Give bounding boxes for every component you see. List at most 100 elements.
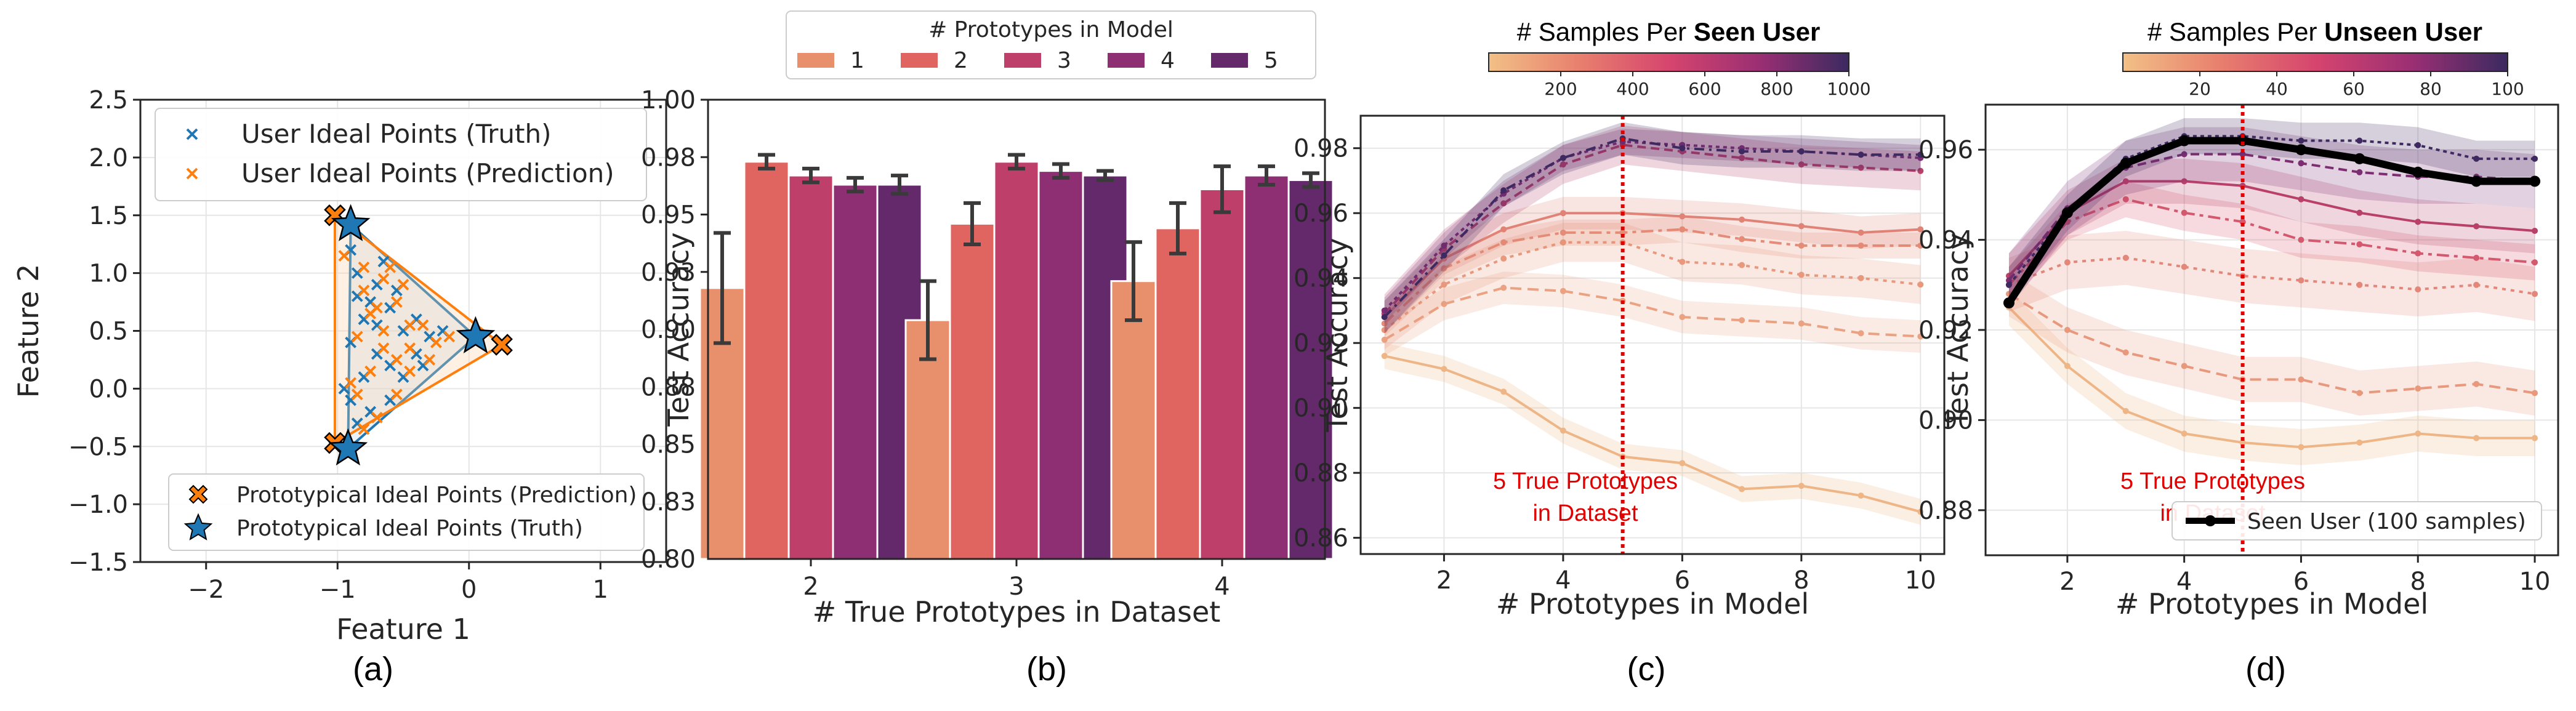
bar [1110,280,1157,560]
data-point [2237,135,2248,147]
caption-b: (b) [1026,651,1067,688]
y-tick-label: 0.95 [641,201,696,230]
user-point-prediction [384,261,396,273]
confidence-band [1384,122,1921,334]
data-point [2298,160,2304,167]
data-point [2122,178,2129,185]
data-point [2298,137,2304,144]
bar [787,174,834,560]
data-point [1441,265,1447,271]
data-point [2356,281,2363,288]
y-axis-label: Feature 2 [12,264,45,398]
x-tick-label: −1 [320,576,356,604]
y-axis-label: Test Accuracy [1941,233,1974,427]
legend-prediction-marker [186,167,198,180]
legend-prediction-label: User Ideal Points (Prediction) [241,158,614,188]
bar [993,161,1040,560]
data-point [1798,148,1805,155]
confidence-band [1384,216,1921,337]
data-point [1917,281,1924,288]
confidence-band [2008,181,2535,303]
data-point [1798,161,1805,168]
confidence-band [1384,196,1921,334]
data-point [1560,161,1566,168]
x-axis-label: # Prototypes in Model [2115,587,2428,621]
prototype-truth-marker [456,316,496,353]
colorbar-title: # Samples Per Unseen User [2147,17,2482,46]
data-point [2181,363,2188,369]
data-point [1858,151,1864,158]
data-point [2532,390,2538,396]
panel-c-line-chart: 2 4 6 8 10 0.86 0.88 0.90 0.92 0.94 0.96 0.98 5 True… [1294,17,1946,688]
data-point [1381,336,1388,343]
colorbar-title-bold: Unseen User [2324,17,2482,46]
y-tick-label: 0.5 [89,318,128,346]
data-point [2532,435,2538,441]
user-point-prediction [358,284,370,297]
legend-truth-label: User Ideal Points (Truth) [241,119,551,149]
user-point-prediction [358,423,370,435]
data-point [1798,223,1805,230]
colorbar-tick-label: 600 [1688,79,1721,99]
panel-a-scatter: −2 −1 0 1 −1.5 −1.0 −0.5 0.0 0.5 1.0 1.5 2.0 2.5 User… [12,86,667,688]
data-point [2239,151,2246,158]
x-tick-label: 8 [1793,566,1809,595]
x-axis-label: # True Prototypes in Dataset [813,595,1221,629]
data-point [1858,275,1864,281]
data-point [2473,155,2480,162]
colorbar-tick-label: 1000 [1827,79,1870,99]
data-point [2532,227,2538,234]
data-point [1500,187,1507,194]
annotation-line-2: in Dataset [1532,500,1638,526]
x-axis-label: Feature 1 [336,613,470,646]
colorbar-tick-label: 40 [2266,79,2288,99]
confidence-band [1384,129,1921,324]
data-point [1679,226,1686,233]
data-point [2064,259,2071,266]
legend-truth-marker [186,128,198,140]
colorbar-tick-label: 400 [1616,79,1649,99]
x-tick-label: 2 [2059,568,2075,596]
colorbar-tick-label: 100 [2491,79,2524,99]
y-tick-label: 0.94 [1294,265,1348,293]
user-point-prediction [404,342,416,355]
y-tick-label: 0.96 [1294,199,1348,228]
data-point [1560,229,1566,236]
legend-swatch [1004,53,1041,68]
colorbar-title-bold: Seen User [1694,17,1820,46]
colorbar-tick-label: 200 [1544,79,1577,99]
user-point-prediction [364,365,377,377]
data-point [1381,353,1388,360]
data-point [1500,239,1507,246]
y-tick-label: −1.5 [68,548,128,577]
legend-prototype-prediction-label: Prototypical Ideal Points (Prediction) [236,483,637,508]
data-point [1381,307,1388,314]
y-tick-label: 2.0 [89,144,128,172]
user-point-prediction [358,261,370,273]
y-tick-label: 0.0 [89,375,128,403]
data-point [1500,388,1507,395]
y-tick-label: 1.0 [89,260,128,288]
legend-label: 2 [954,48,968,73]
x-tick-label: 8 [2410,568,2426,596]
colorbar-title-prefix: # Samples Per [2147,17,2324,46]
series-line [1383,143,1921,315]
data-point [2120,158,2131,169]
user-point-prediction [397,278,409,291]
y-tick-label: 0.93 [641,259,696,287]
y-axis-label: Test Accuracy [1321,238,1354,432]
bar [1037,170,1084,560]
y-tick-label: 1.5 [89,202,128,230]
prototype-truth-marker [331,204,371,241]
y-tick-label: 0.92 [1918,316,1973,345]
data-point [1560,427,1566,434]
user-point-prediction [424,354,436,366]
colorbar-title-prefix: # Samples Per [1517,17,1694,46]
user-point-prediction [443,331,456,343]
data-point [1739,155,1745,161]
data-point [2005,281,2012,288]
data-point [1858,330,1864,337]
data-point [1500,284,1507,291]
user-point-prediction [404,319,416,331]
